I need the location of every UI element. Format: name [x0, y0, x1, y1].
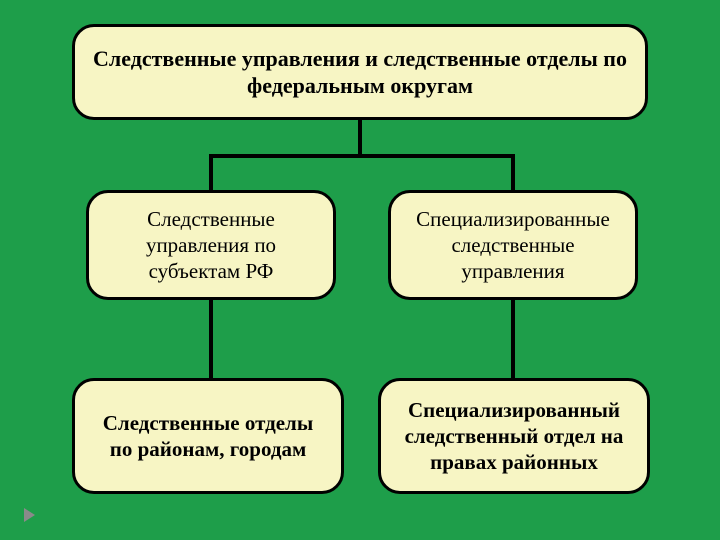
connector-line: [358, 120, 362, 156]
slide-arrow-icon: [24, 508, 35, 522]
node-right-1-text: Специализированные следственные управлен…: [405, 206, 621, 285]
node-right-2-text: Специализированный следственный отдел на…: [395, 397, 633, 476]
connector-line: [209, 154, 213, 190]
connector-line: [209, 154, 513, 158]
node-left-1: Следственные управления по субъектам РФ: [86, 190, 336, 300]
diagram-canvas: Следственные управления и следственные о…: [0, 0, 720, 540]
connector-line: [209, 300, 213, 378]
node-right-1: Специализированные следственные управлен…: [388, 190, 638, 300]
node-left-2: Следственные отделы по районам, городам: [72, 378, 344, 494]
connector-line: [511, 154, 515, 190]
node-root-text: Следственные управления и следственные о…: [89, 45, 631, 100]
node-left-1-text: Следственные управления по субъектам РФ: [103, 206, 319, 285]
node-left-2-text: Следственные отделы по районам, городам: [89, 410, 327, 463]
node-right-2: Специализированный следственный отдел на…: [378, 378, 650, 494]
node-root: Следственные управления и следственные о…: [72, 24, 648, 120]
connector-line: [511, 300, 515, 378]
